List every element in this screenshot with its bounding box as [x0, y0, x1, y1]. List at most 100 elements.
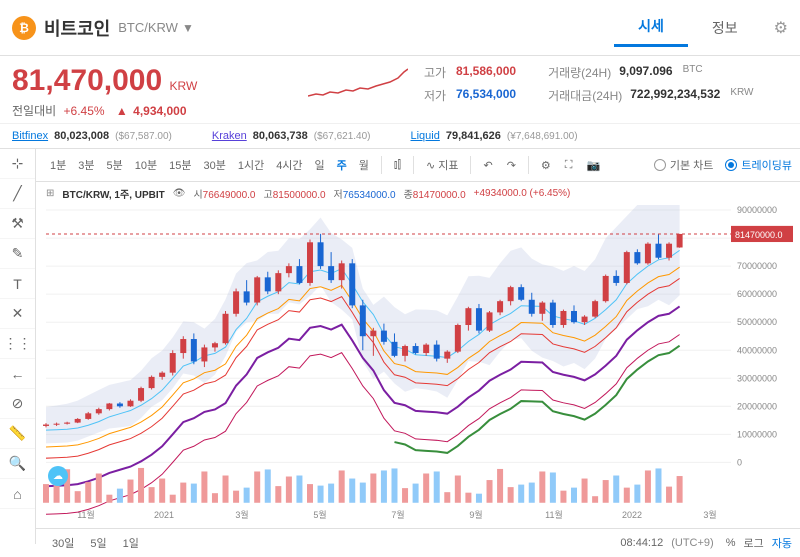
svg-text:81470000.0: 81470000.0	[735, 230, 782, 240]
legend-high: 81500000.0	[273, 190, 326, 201]
svg-text:30000000: 30000000	[737, 373, 777, 383]
ext-usd: ($67,587.00)	[115, 131, 172, 142]
fullscreen-button[interactable]: ⛶	[559, 155, 579, 176]
radio-basic-chart[interactable]: 기본 차트	[654, 157, 714, 173]
svg-text:40000000: 40000000	[737, 345, 777, 355]
timeframe-30분[interactable]: 30분	[197, 156, 231, 176]
timeframe-1분[interactable]: 1분	[44, 156, 72, 176]
sidebar-tool-11[interactable]: ⌂	[0, 479, 35, 509]
ext-usd: ($67,621.40)	[314, 131, 371, 142]
sidebar-tool-6[interactable]: ⋮⋮	[0, 329, 35, 359]
ext-price: 80,023,008	[54, 130, 109, 142]
timeframe-일[interactable]: 일	[309, 156, 331, 176]
ext-usd: (¥7,648,691.00)	[507, 131, 578, 142]
volume-unit: BTC	[683, 64, 703, 81]
high-label: 고가	[424, 64, 448, 81]
sidebar-tool-2[interactable]: ⚒	[0, 209, 35, 239]
svg-text:2022: 2022	[622, 510, 642, 520]
screenshot-button[interactable]: 📷	[581, 155, 607, 176]
change-value: 4,934,000	[133, 104, 186, 118]
timeframe-4시간[interactable]: 4시간	[270, 156, 308, 176]
range-5d-button[interactable]: 5일	[82, 533, 114, 553]
range-30d-button[interactable]: 30일	[44, 533, 82, 553]
ext-exchange-link[interactable]: Kraken	[212, 130, 247, 142]
separator	[528, 156, 529, 174]
svg-text:3월: 3월	[703, 509, 716, 520]
timeframe-5분[interactable]: 5분	[101, 156, 129, 176]
settings-icon[interactable]: ⚙	[774, 18, 788, 38]
volume-label: 거래량(24H)	[548, 64, 611, 81]
candle-type-button[interactable]: ⫾⫿	[388, 155, 407, 176]
svg-text:50000000: 50000000	[737, 317, 777, 327]
legend-high-label: 고	[264, 190, 273, 201]
chart-canvas[interactable]: 0 10000000 20000000 30000000 40000000 5000000…	[36, 205, 800, 528]
sidebar-tool-7[interactable]: ←	[0, 359, 35, 389]
sidebar-tool-4[interactable]: T	[0, 269, 35, 299]
sidebar-tool-3[interactable]: ✎	[0, 239, 35, 269]
timeframe-15분[interactable]: 15분	[163, 156, 197, 176]
amount-value: 722,992,234,532	[630, 87, 720, 104]
footer-auto-button[interactable]: 자동	[772, 535, 792, 551]
svg-text:0: 0	[737, 457, 742, 467]
timeframe-3분[interactable]: 3분	[72, 156, 100, 176]
legend-open-label: 시	[193, 190, 202, 201]
sparkline-chart	[308, 64, 408, 107]
timeframe-주[interactable]: 주	[331, 156, 353, 176]
separator	[381, 156, 382, 174]
range-1d-button[interactable]: 1일	[115, 533, 147, 553]
legend-open: 76649000.0	[203, 190, 256, 201]
change-pct: +6.45%	[64, 104, 105, 118]
sidebar-tool-0[interactable]: ⊹	[0, 149, 35, 179]
footer-log-button[interactable]: 로그	[744, 535, 764, 551]
ext-exchange-link[interactable]: Bitfinex	[12, 130, 48, 142]
svg-text:11월: 11월	[77, 509, 95, 520]
ext-exchange-link[interactable]: Liquid	[411, 130, 440, 142]
footer-timezone[interactable]: (UTC+9)	[671, 537, 713, 549]
radio-dot-icon	[654, 159, 666, 171]
volume-value: 9,097.096	[619, 64, 672, 81]
svg-text:60000000: 60000000	[737, 289, 777, 299]
cloud-badge-icon[interactable]: ☁	[48, 466, 68, 486]
svg-text:70000000: 70000000	[737, 261, 777, 271]
sidebar-tool-8[interactable]: ⊘	[0, 389, 35, 419]
timeframe-월[interactable]: 월	[353, 156, 375, 176]
sidebar-tool-9[interactable]: 📏	[0, 419, 35, 449]
timeframe-10분[interactable]: 10분	[129, 156, 163, 176]
tab-price[interactable]: 시세	[614, 8, 688, 47]
sidebar-tool-10[interactable]: 🔍	[0, 449, 35, 479]
chart-settings-button[interactable]: ⚙	[535, 155, 557, 176]
legend-close-label: 종	[404, 190, 413, 201]
undo-button[interactable]: ↶	[477, 155, 498, 176]
high-value: 81,586,000	[456, 64, 516, 81]
legend-change: +4934000.0 (+6.45%)	[474, 188, 571, 199]
legend-grid-icon[interactable]: ⊞	[46, 188, 54, 199]
indicator-button[interactable]: ∿ 지표	[420, 153, 465, 177]
svg-text:11월: 11월	[545, 509, 563, 520]
svg-text:2021: 2021	[154, 510, 174, 520]
footer-time: 08:44:12	[620, 537, 663, 549]
svg-text:10000000: 10000000	[737, 429, 777, 439]
redo-button[interactable]: ↷	[501, 155, 522, 176]
timeframe-1시간[interactable]: 1시간	[232, 156, 270, 176]
sidebar-tool-1[interactable]: ╱	[0, 179, 35, 209]
svg-text:20000000: 20000000	[737, 401, 777, 411]
footer-pct-button[interactable]: %	[726, 537, 736, 549]
radio-basic-label: 기본 차트	[670, 157, 714, 173]
main-price: 81,470,000	[12, 64, 162, 97]
coin-name: 비트코인	[44, 15, 110, 41]
svg-text:3월: 3월	[235, 509, 248, 520]
radio-tradingview[interactable]: 트레이딩뷰	[725, 157, 792, 173]
coin-pair: BTC/KRW	[118, 20, 178, 35]
svg-text:9월: 9월	[469, 509, 482, 520]
ext-price: 80,063,738	[253, 130, 308, 142]
price-unit: KRW	[170, 79, 198, 93]
legend-eye-icon[interactable]: 👁	[173, 188, 186, 199]
svg-text:7월: 7월	[391, 509, 404, 520]
ext-price: 79,841,626	[446, 130, 501, 142]
tab-info[interactable]: 정보	[688, 10, 762, 46]
change-label: 전일대비	[12, 104, 56, 118]
pair-dropdown-icon[interactable]: ▼	[182, 21, 194, 35]
sidebar-tool-5[interactable]: ✕	[0, 299, 35, 329]
svg-text:90000000: 90000000	[737, 205, 777, 215]
radio-tradingview-label: 트레이딩뷰	[741, 157, 792, 173]
